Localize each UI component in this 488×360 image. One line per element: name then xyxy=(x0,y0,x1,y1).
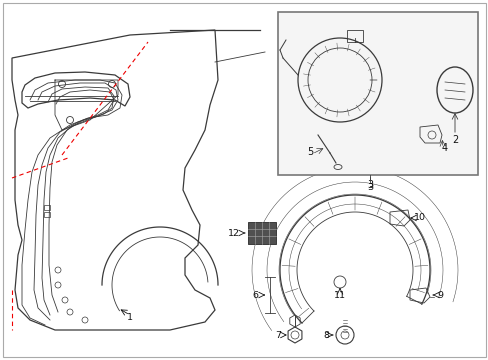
Text: 4: 4 xyxy=(441,143,447,153)
Bar xyxy=(247,222,275,244)
Text: 7: 7 xyxy=(274,330,281,339)
Text: 6: 6 xyxy=(251,291,258,300)
Bar xyxy=(44,205,50,210)
Text: 3: 3 xyxy=(366,184,372,193)
Text: 10: 10 xyxy=(413,213,425,222)
Text: 11: 11 xyxy=(333,291,346,300)
Text: 8: 8 xyxy=(323,330,328,339)
Text: 9: 9 xyxy=(436,291,442,300)
Text: 2: 2 xyxy=(451,135,457,145)
Bar xyxy=(346,30,362,42)
Text: 3: 3 xyxy=(366,180,372,190)
Text: 12: 12 xyxy=(227,229,240,238)
Bar xyxy=(278,12,477,175)
Bar xyxy=(44,212,50,217)
Text: 1: 1 xyxy=(127,314,133,323)
Text: 5: 5 xyxy=(306,147,312,157)
